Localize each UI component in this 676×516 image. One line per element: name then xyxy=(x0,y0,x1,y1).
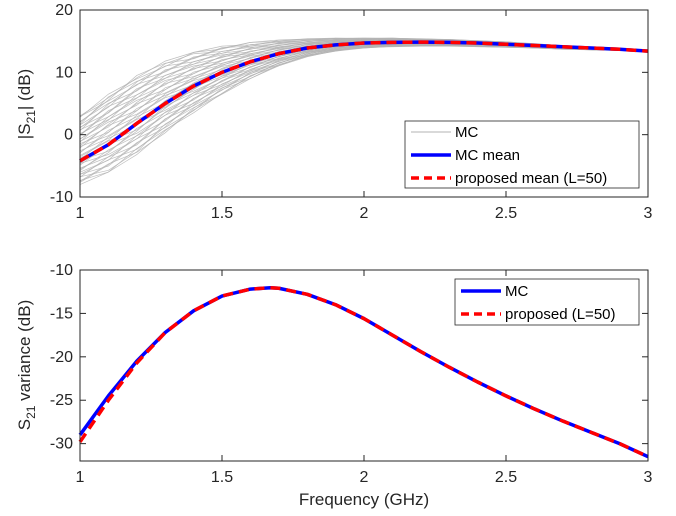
bottom-plot-content xyxy=(78,286,649,459)
top-y-axis-label: |S21| (dB) xyxy=(15,69,38,139)
legend-label-proposed-variance: proposed (L=50) xyxy=(505,306,616,323)
legend-item-proposed-variance: proposed (L=50) xyxy=(461,306,616,323)
top-y-tick-label: -10 xyxy=(50,189,73,206)
legend-label-mc-mean: MC mean xyxy=(455,147,520,164)
bottom-x-tick-label: 1 xyxy=(76,469,85,486)
top-x-tick-label: 2.5 xyxy=(495,205,517,222)
bottom-x-tick-label: 3 xyxy=(644,469,653,486)
top-ticks: 1 1.5 2 2.5 3 -10 0 10 20 xyxy=(50,2,653,222)
bottom-legend-box xyxy=(454,278,640,326)
legend-item-mc: MC xyxy=(411,124,478,141)
bottom-y-axis-label: S21 variance (dB) xyxy=(15,300,38,431)
top-x-tick-label: 1.5 xyxy=(211,205,233,222)
bottom-x-axis-label: Frequency (GHz) xyxy=(299,490,429,509)
bottom-ticks: 1 1.5 2 2.5 3 -30 -25 -20 -15 -10 xyxy=(50,262,653,486)
bottom-panel: 1 1.5 2 2.5 3 -30 -25 -20 -15 -10 S21 variance (d… xyxy=(15,262,653,509)
bottom-series-proposed-l-50 xyxy=(78,286,649,459)
top-x-tick-label: 2 xyxy=(360,205,369,222)
bottom-y-tick-label: -15 xyxy=(50,305,73,322)
bottom-y-tick-label: -10 xyxy=(50,262,73,279)
legend-label-mc-variance: MC xyxy=(505,283,528,300)
top-plot-content xyxy=(79,37,649,185)
bottom-y-tick-label: -20 xyxy=(50,349,73,366)
bottom-x-tick-label: 2.5 xyxy=(495,469,517,486)
bottom-x-tick-label: 2 xyxy=(360,469,369,486)
top-legend: MC MC mean proposed mean (L=50) xyxy=(404,120,640,189)
top-x-tick-label: 1 xyxy=(76,205,85,222)
top-panel: 1 1.5 2 2.5 3 -10 0 10 20 |S21| (dB) MC MC mean … xyxy=(15,2,653,222)
bottom-legend: MC proposed (L=50) xyxy=(454,278,640,326)
top-y-tick-label: 0 xyxy=(64,127,73,144)
top-y-tick-label: 20 xyxy=(55,2,73,19)
bottom-y-tick-label: -30 xyxy=(50,436,73,453)
top-series-proposed-mean-l-50 xyxy=(79,40,649,163)
legend-label-proposed-mean: proposed mean (L=50) xyxy=(455,170,607,187)
bottom-y-tick-label: -25 xyxy=(50,392,73,409)
top-y-tick-label: 10 xyxy=(55,64,73,81)
legend-item-mc-variance: MC xyxy=(461,283,528,300)
legend-item-proposed-mean: proposed mean (L=50) xyxy=(411,170,607,187)
bottom-x-tick-label: 1.5 xyxy=(211,469,233,486)
top-x-tick-label: 3 xyxy=(644,205,653,222)
legend-item-mc-mean: MC mean xyxy=(411,147,520,164)
legend-label-mc: MC xyxy=(455,124,478,141)
